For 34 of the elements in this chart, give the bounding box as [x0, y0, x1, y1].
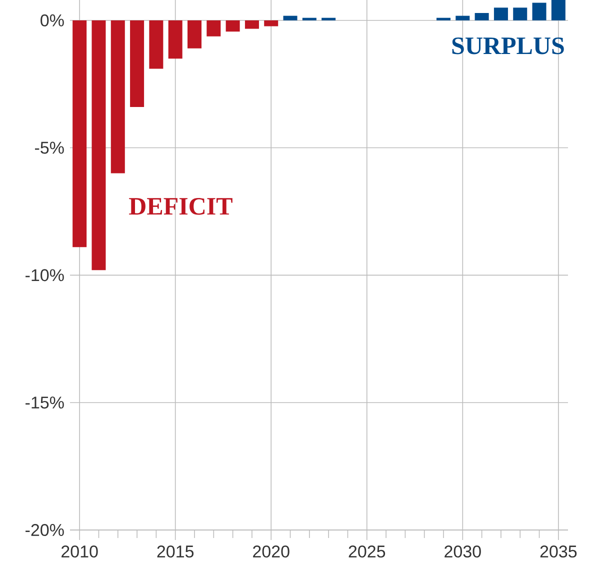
- bar: [322, 18, 336, 20]
- bar: [302, 18, 316, 20]
- bar: [551, 0, 566, 20]
- bar: [130, 20, 144, 108]
- bar: [244, 20, 259, 29]
- bar: [532, 2, 546, 20]
- bar: [168, 20, 182, 59]
- x-tick-label: 2010: [62, 546, 98, 558]
- bar: [456, 16, 470, 20]
- bar: [474, 12, 489, 20]
- x-tick-label: 2015: [157, 546, 194, 558]
- y-tick-label: -10%: [26, 269, 64, 282]
- x-tick-label: 2025: [348, 546, 386, 558]
- y-tick-label: -15%: [26, 396, 64, 409]
- bar: [264, 20, 278, 26]
- x-tick-label: 2030: [444, 546, 481, 558]
- y-tick-label: 0%: [40, 14, 64, 26]
- annotation: DEFICIT: [129, 198, 232, 215]
- bar: [149, 20, 164, 69]
- bar: [188, 20, 202, 48]
- y-tick-label: -5%: [35, 142, 64, 154]
- bar: [206, 20, 221, 36]
- bar: [494, 8, 508, 20]
- bar: [92, 20, 106, 270]
- y-tick-label: -20%: [26, 524, 64, 536]
- bar: [283, 16, 298, 20]
- x-tick-label: 2035: [540, 546, 577, 558]
- bar: [513, 8, 528, 20]
- bar: [72, 20, 87, 248]
- bar: [226, 20, 240, 32]
- bar: [110, 20, 125, 174]
- bar: [436, 18, 451, 20]
- x-tick-label: 2020: [253, 546, 290, 558]
- annotation: SURPLUS: [452, 37, 564, 54]
